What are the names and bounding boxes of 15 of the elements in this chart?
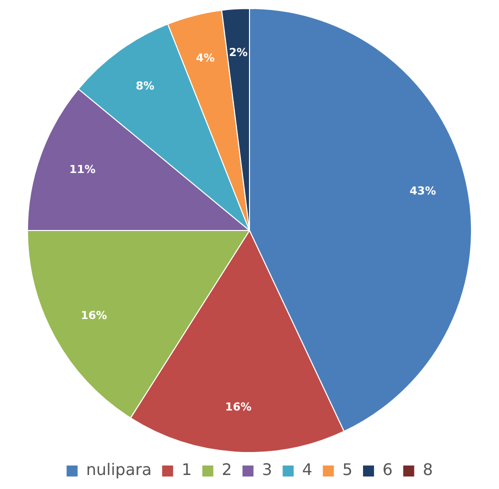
data-label: 4% [196, 51, 215, 64]
data-label: 16% [80, 308, 108, 322]
legend-label: 8 [422, 460, 433, 480]
data-label: 11% [69, 163, 96, 176]
data-label: 16% [225, 400, 252, 414]
legend-label: 2 [222, 460, 232, 480]
legend-label: 1 [182, 460, 192, 480]
legend-label: 5 [342, 460, 353, 480]
legend-label: 3 [262, 460, 272, 480]
data-label: 8% [136, 80, 154, 93]
legend-label: nulipara [86, 460, 152, 480]
legend-label: 6 [382, 460, 393, 480]
legend-label: 4 [302, 460, 312, 480]
data-label: 43% [410, 184, 436, 198]
data-label: 2% [229, 46, 248, 60]
